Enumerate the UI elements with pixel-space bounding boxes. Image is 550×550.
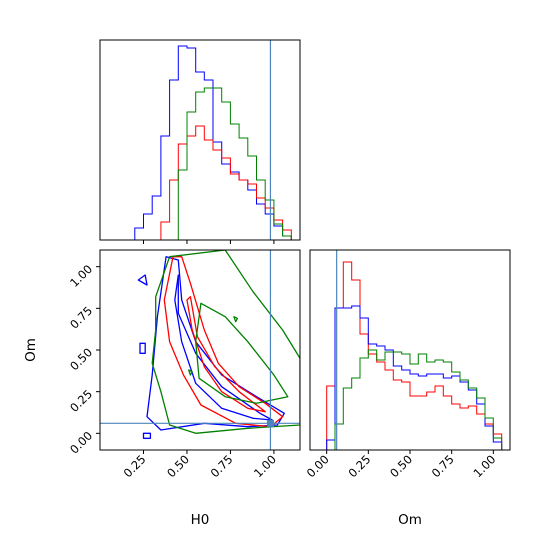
contour-series-2-level-1 [195, 302, 289, 404]
om-hist-series-2 [318, 349, 503, 451]
contour-series-0-level-0 [146, 256, 285, 431]
contour-series-0-level-2 [139, 342, 146, 354]
h0-hist-series-1 [160, 125, 292, 240]
contour-series-2-level-2 [233, 316, 239, 323]
contour-series-0-level-3 [142, 432, 152, 439]
om-hist-series-0 [318, 261, 503, 451]
contour-series-0-level-1 [174, 274, 273, 421]
x-axis-label-h0: H0 [191, 512, 210, 528]
contour-series-2-level-3 [188, 369, 193, 376]
contour-series-1-level-0 [163, 256, 284, 428]
truth-marker [266, 419, 274, 427]
contour-series-2-level-0 [151, 250, 300, 434]
y-axis-label-om: Om [23, 338, 39, 362]
contour-series-0-level-4 [137, 274, 148, 286]
h0-hist-series-2 [177, 87, 292, 240]
x-axis-label-om: Om [398, 512, 422, 528]
contour-series-1-level-1 [186, 296, 266, 413]
contour-area [100, 250, 300, 450]
h0-hist-frame [99, 39, 301, 241]
h0-histogram-panel [99, 39, 301, 244]
h0-hist-series-0 [126, 45, 292, 241]
